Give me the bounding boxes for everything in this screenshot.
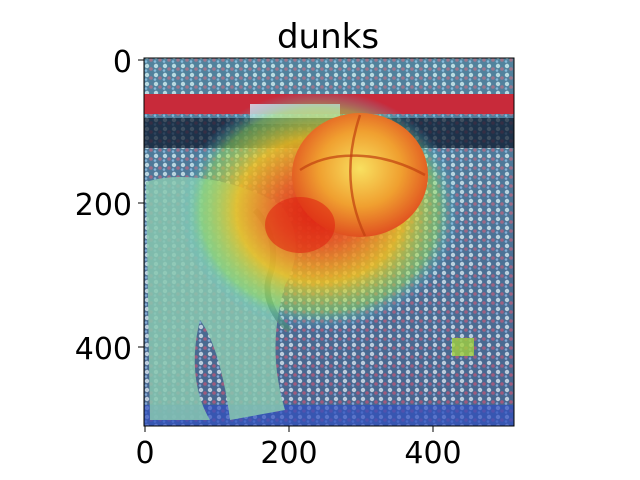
y-axis: 0 200 400 — [75, 45, 144, 367]
plot-frame — [143, 57, 515, 427]
basketball — [292, 113, 428, 237]
y-tick-label: 400 — [75, 332, 132, 367]
x-tick-label: 400 — [404, 436, 461, 471]
x-axis: 0 200 400 — [135, 426, 462, 471]
figure-title: dunks — [277, 17, 379, 57]
y-tick-label: 200 — [75, 188, 132, 223]
y-tick-label: 0 — [113, 45, 132, 80]
x-tick-label: 200 — [260, 436, 317, 471]
x-tick-label: 0 — [135, 436, 154, 471]
photo-image — [144, 58, 514, 426]
